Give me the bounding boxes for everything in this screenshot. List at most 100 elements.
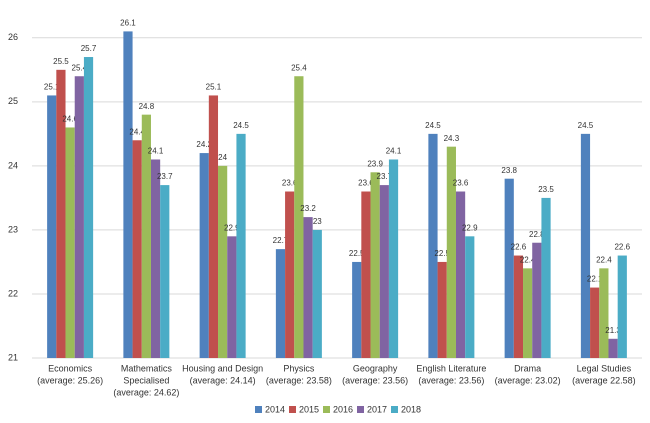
legend-label: 2018	[401, 404, 421, 414]
data-label: 23.9	[367, 159, 383, 168]
x-tick-label: Economics	[48, 363, 93, 373]
bar	[455, 191, 466, 358]
x-tick-label: (average: 25.26)	[37, 375, 103, 385]
bar	[388, 159, 399, 358]
bar	[65, 127, 75, 358]
legend-label: 2015	[299, 404, 319, 414]
bar	[83, 57, 94, 359]
bar	[275, 249, 286, 358]
bar	[446, 146, 456, 358]
bar	[608, 338, 618, 358]
data-label: 22.5	[434, 249, 450, 258]
bar	[141, 114, 151, 359]
data-label: 24	[218, 153, 227, 162]
bar	[599, 268, 609, 358]
data-label: 24.1	[386, 147, 402, 156]
data-label: 22.6	[614, 243, 630, 252]
data-label: 23.2	[300, 204, 316, 213]
bar	[352, 261, 362, 358]
y-tick-label: 23	[8, 224, 18, 234]
bar	[74, 76, 84, 358]
x-tick-label: (average 22.58)	[572, 375, 636, 385]
y-tick-label: 21	[8, 352, 18, 362]
data-label: 25.4	[72, 63, 88, 72]
x-tick-label: English Literature	[416, 363, 486, 373]
data-label: 23.5	[538, 185, 554, 194]
data-label: 23.6	[282, 179, 298, 188]
bar	[227, 236, 237, 358]
data-label: 24.5	[233, 121, 249, 130]
data-label: 22.1	[587, 275, 603, 284]
data-label: 24.3	[444, 134, 460, 143]
x-tick-label: (average: 23.02)	[495, 375, 561, 385]
data-label: 22.7	[273, 236, 289, 245]
bar	[428, 133, 438, 358]
bar	[160, 185, 170, 358]
bar	[123, 31, 133, 359]
bar	[218, 165, 228, 358]
bar	[541, 197, 551, 358]
data-label: 25.4	[291, 63, 307, 72]
bar	[523, 268, 533, 358]
data-label: 23.7	[157, 172, 173, 181]
bar	[379, 185, 389, 358]
bar	[504, 178, 514, 358]
data-label: 23.8	[501, 166, 517, 175]
data-label: 25.1	[44, 83, 60, 92]
y-tick-label: 24	[8, 160, 18, 170]
bar	[303, 217, 313, 358]
bar	[617, 255, 627, 358]
data-label: 23	[313, 217, 322, 226]
data-label: 25.5	[53, 57, 69, 66]
legend-swatch	[255, 406, 262, 413]
y-tick-label: 25	[8, 96, 18, 106]
bar	[532, 242, 542, 358]
data-label: 24.2	[196, 140, 212, 149]
x-tick-label: Housing and Design	[182, 363, 263, 373]
data-label: 24.5	[425, 121, 441, 130]
legend-swatch	[323, 406, 330, 413]
data-label: 21.3	[605, 326, 621, 335]
data-label: 24.6	[62, 115, 78, 124]
legend-label: 2016	[333, 404, 353, 414]
legend-swatch	[357, 406, 364, 413]
x-tick-label: (average: 24.62)	[113, 387, 179, 397]
x-tick-label: Specialised	[123, 375, 169, 385]
bar	[56, 69, 66, 359]
data-label: 22.8	[529, 230, 545, 239]
data-label: 22.4	[596, 255, 612, 264]
bar	[208, 95, 219, 358]
legend-label: 2017	[367, 404, 387, 414]
data-label: 25.1	[206, 83, 222, 92]
data-label: 24.4	[129, 127, 145, 136]
x-tick-label: Mathematics	[121, 363, 173, 373]
bar	[437, 261, 447, 358]
data-label: 22.9	[224, 223, 240, 232]
data-label: 22.5	[349, 249, 365, 258]
y-tick-label: 22	[8, 288, 18, 298]
legend-swatch	[289, 406, 296, 413]
bar	[199, 153, 209, 358]
x-tick-label: Legal Studies	[577, 363, 632, 373]
data-label: 22.9	[462, 223, 478, 232]
bar	[312, 229, 322, 358]
bar	[590, 287, 600, 358]
x-tick-label: (average: 23.56)	[342, 375, 408, 385]
bar	[513, 255, 524, 358]
x-tick-label: (average: 24.14)	[190, 375, 256, 385]
x-tick-label: Drama	[514, 363, 541, 373]
data-label: 22.6	[511, 243, 527, 252]
x-tick-label: Geography	[353, 363, 398, 373]
bar	[580, 133, 591, 358]
data-label: 26.1	[120, 19, 136, 28]
bar	[370, 172, 380, 358]
data-label: 25.7	[81, 44, 97, 53]
data-label: 24.5	[578, 121, 594, 130]
bar	[465, 236, 475, 358]
data-label: 24.8	[139, 102, 155, 111]
bar	[361, 191, 371, 358]
bar	[294, 76, 304, 358]
bar	[47, 95, 57, 358]
x-tick-label: (average: 23.58)	[266, 375, 332, 385]
